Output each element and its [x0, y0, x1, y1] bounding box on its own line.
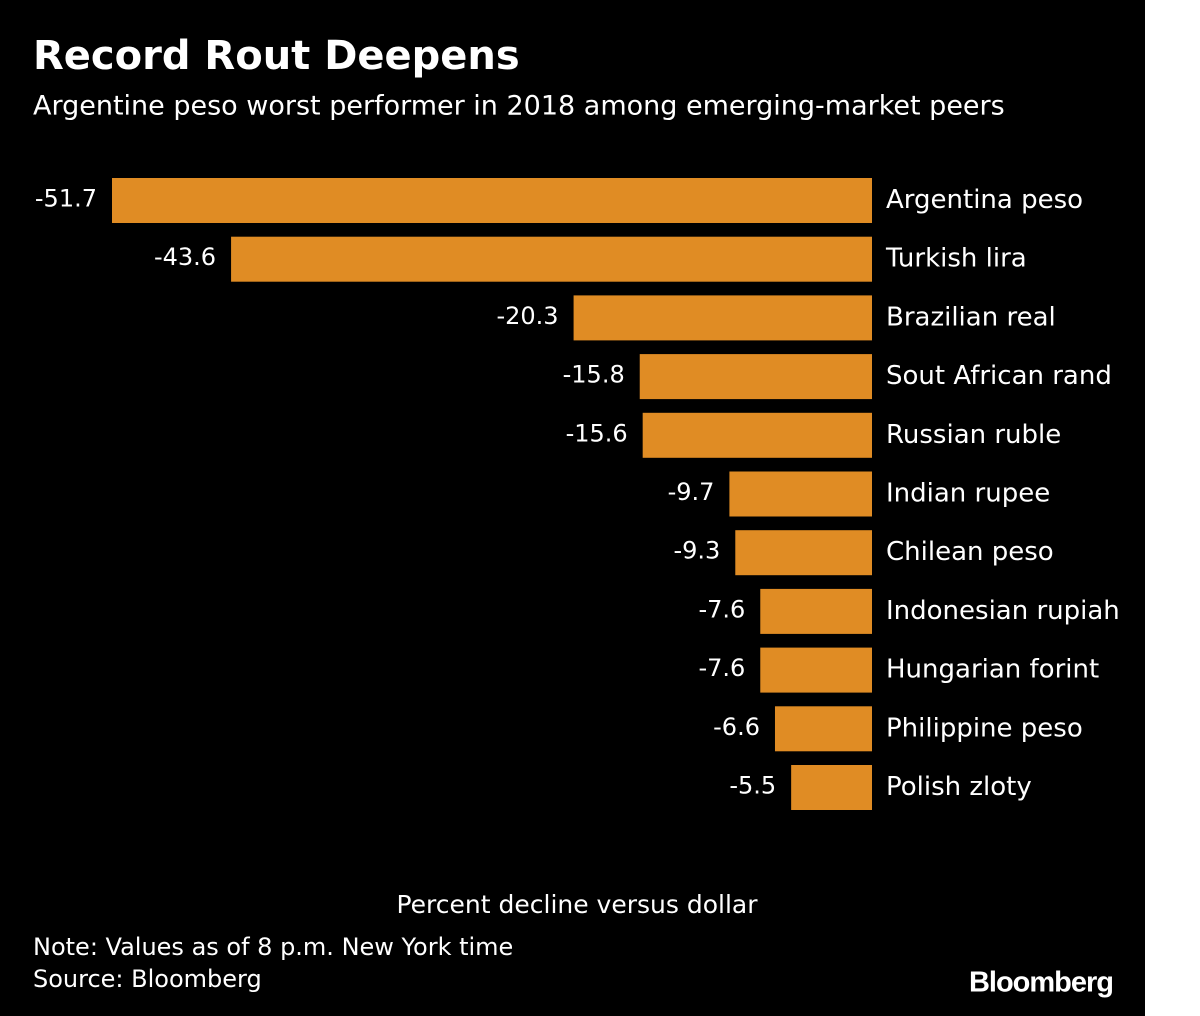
category-label: Philippine peso — [886, 713, 1083, 743]
x-axis-label: Percent decline versus dollar — [396, 890, 758, 919]
bar — [729, 471, 872, 517]
background — [0, 0, 1145, 1016]
value-label: -9.7 — [668, 478, 715, 506]
bar — [573, 295, 872, 341]
chart-title: Record Rout Deepens — [33, 33, 520, 79]
value-label: -20.3 — [496, 302, 558, 330]
bar — [112, 178, 872, 223]
bar — [774, 706, 872, 752]
category-label: Indian rupee — [886, 479, 1050, 509]
bar — [760, 588, 872, 634]
category-label: Brazilian real — [886, 302, 1056, 332]
value-label: -15.8 — [563, 361, 625, 389]
chart-subtitle: Argentine peso worst performer in 2018 a… — [33, 91, 1005, 122]
bar — [639, 354, 872, 400]
category-label: Argentina peso — [886, 185, 1083, 215]
value-label: -7.6 — [698, 595, 745, 623]
note: Note: Values as of 8 p.m. New York time — [33, 933, 513, 961]
value-label: -9.3 — [673, 537, 720, 565]
value-label: -51.7 — [35, 185, 97, 213]
value-label: -15.6 — [566, 419, 628, 447]
category-label: Indonesian rupiah — [886, 596, 1120, 626]
value-label: -5.5 — [729, 772, 776, 800]
value-label: -43.6 — [154, 243, 216, 271]
bar — [642, 412, 872, 458]
category-label: Sout African rand — [886, 361, 1112, 391]
logo: Bloomberg — [969, 967, 1113, 999]
bar — [735, 530, 872, 576]
value-label: -6.6 — [713, 713, 760, 741]
source: Source: Bloomberg — [33, 965, 262, 993]
category-label: Turkish lira — [885, 244, 1027, 274]
bar — [791, 765, 872, 810]
bar — [231, 236, 873, 282]
bar — [760, 647, 872, 693]
category-label: Russian ruble — [886, 420, 1061, 450]
value-label: -7.6 — [698, 654, 745, 682]
category-label: Chilean peso — [886, 537, 1054, 567]
category-label: Hungarian forint — [886, 655, 1099, 685]
category-label: Polish zloty — [886, 772, 1032, 802]
